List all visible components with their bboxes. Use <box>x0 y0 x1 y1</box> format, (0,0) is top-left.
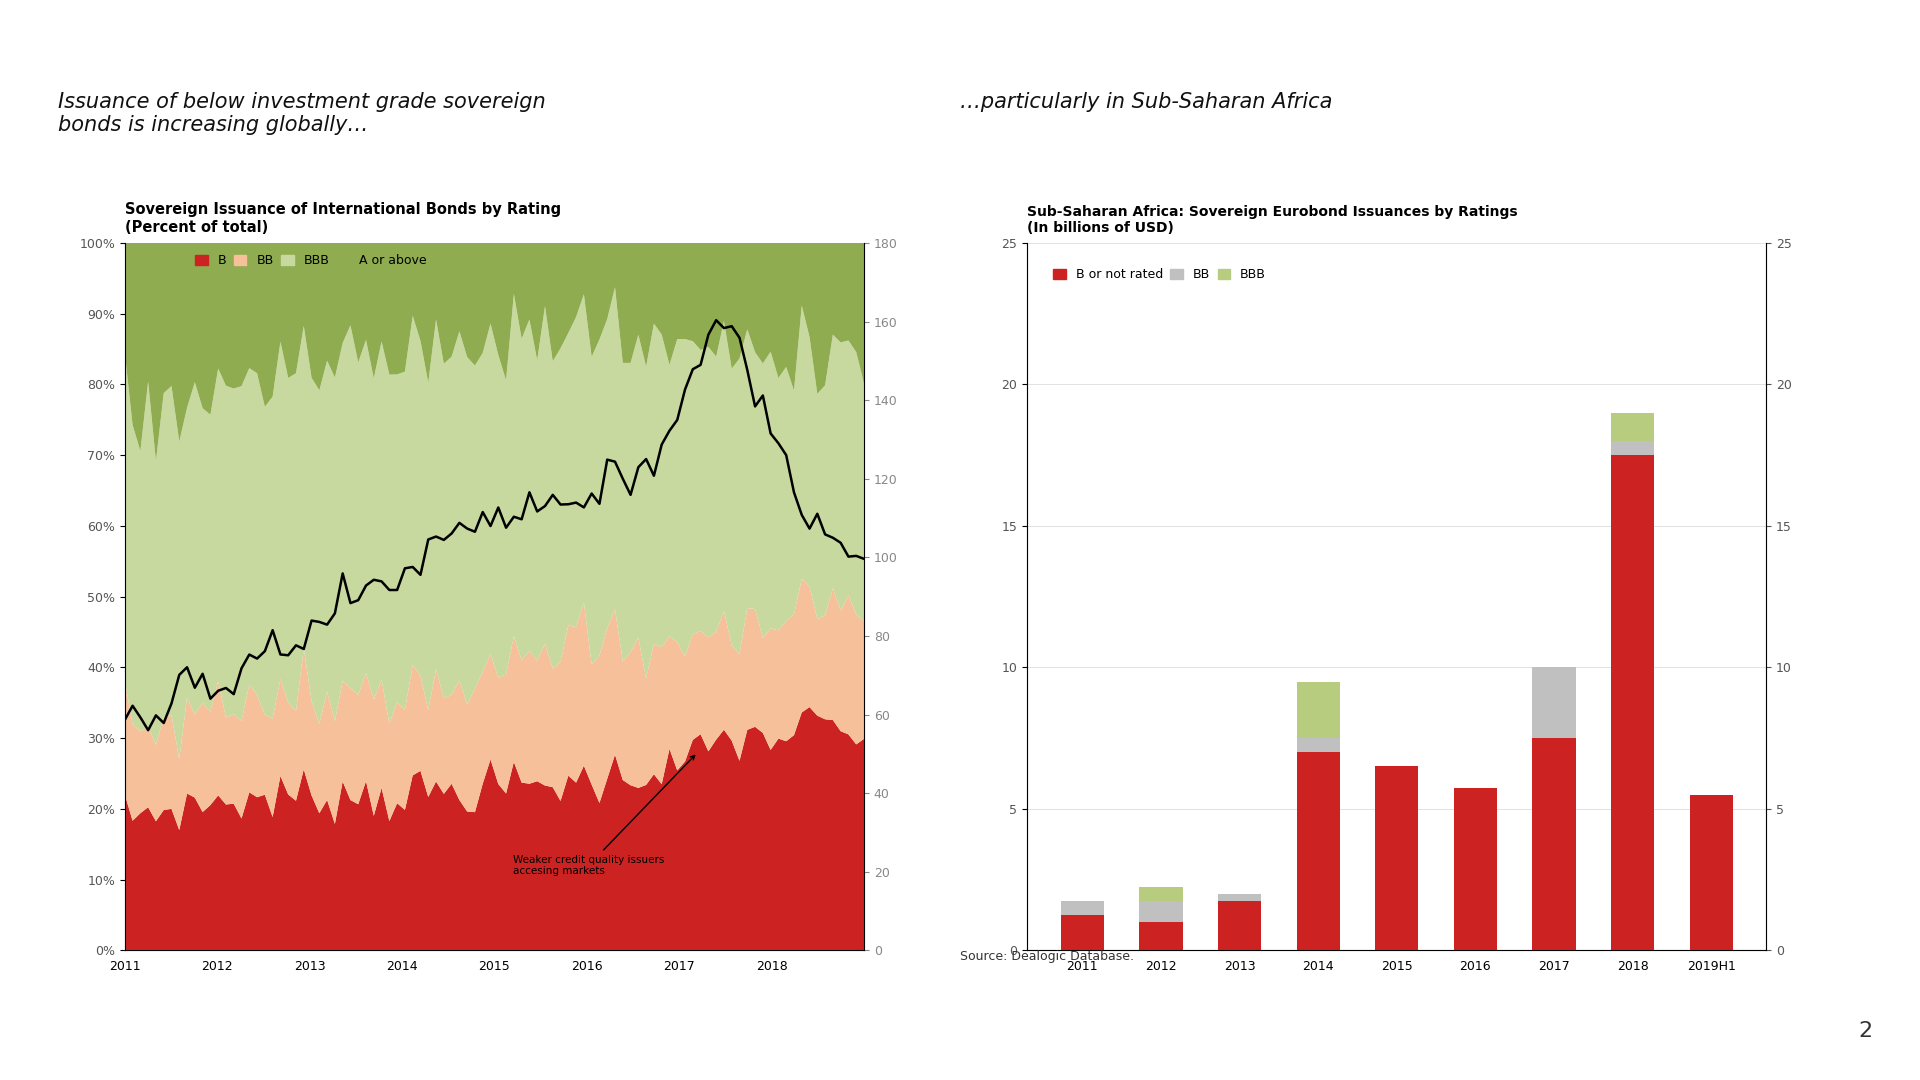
Bar <box>1217 901 1261 950</box>
Bar <box>1139 901 1183 922</box>
Bar <box>1217 894 1261 901</box>
Bar <box>1062 901 1104 915</box>
Text: Source: Dealogic Database.: Source: Dealogic Database. <box>960 950 1135 963</box>
Bar <box>1375 767 1419 950</box>
Text: Issuance of below investment grade sovereign
bonds is increasing globally…: Issuance of below investment grade sover… <box>58 92 545 135</box>
Text: Weaker credit quality issuers
accesing markets: Weaker credit quality issuers accesing m… <box>513 755 695 876</box>
Bar <box>1296 739 1340 753</box>
Bar <box>1690 795 1732 950</box>
Bar <box>1139 922 1183 950</box>
Bar <box>1532 739 1576 950</box>
Text: 2: 2 <box>1859 1022 1872 1041</box>
Bar <box>1296 681 1340 739</box>
Bar <box>1532 667 1576 739</box>
Bar <box>1296 753 1340 950</box>
Text: Sub-Saharan Africa: Sovereign Eurobond Issuances by Ratings
(In billions of USD): Sub-Saharan Africa: Sovereign Eurobond I… <box>1027 205 1519 234</box>
Bar <box>1453 787 1498 950</box>
Legend: B or not rated, BB, BBB: B or not rated, BB, BBB <box>1048 264 1271 286</box>
Bar <box>1611 413 1655 441</box>
Bar <box>1062 915 1104 950</box>
Text: Sovereign Issuance of International Bonds by Rating
(Percent of total): Sovereign Issuance of International Bond… <box>125 202 561 234</box>
Bar <box>1611 456 1655 950</box>
Text: SSA seeing increased international bonds with rising share of weak issuers: SSA seeing increased international bonds… <box>35 29 1571 63</box>
Bar <box>1139 887 1183 901</box>
Bar <box>1611 441 1655 456</box>
Text: …particularly in Sub-Saharan Africa: …particularly in Sub-Saharan Africa <box>960 92 1332 112</box>
Legend: B, BB, BBB, A or above: B, BB, BBB, A or above <box>190 249 432 272</box>
